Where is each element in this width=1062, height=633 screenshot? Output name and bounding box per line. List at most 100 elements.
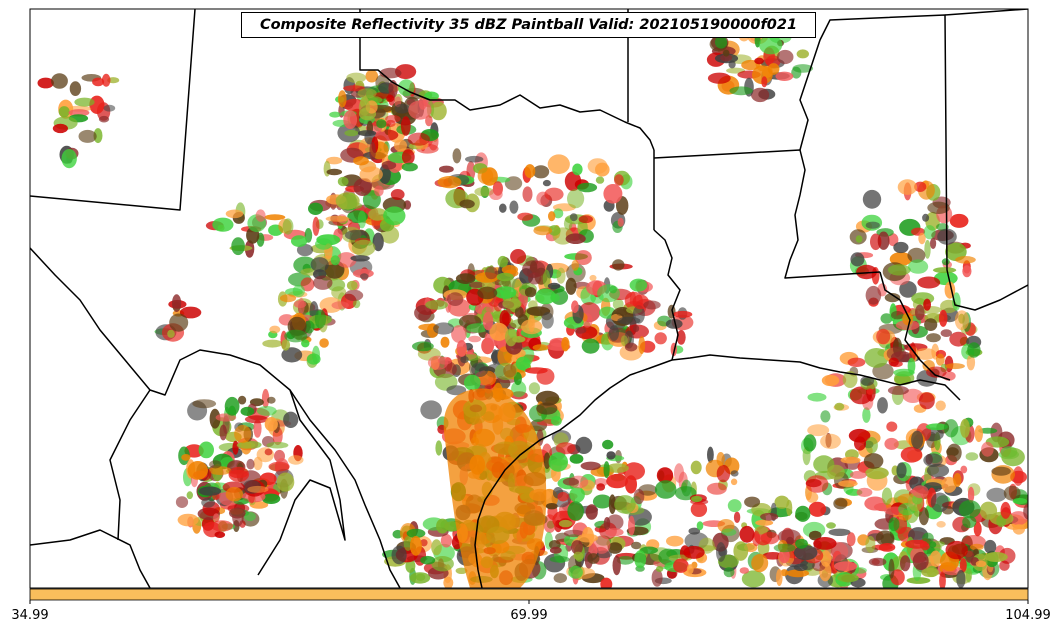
reflectivity-blob <box>93 128 103 144</box>
colorbar-tick-label-min: 34.99 <box>11 608 49 623</box>
reflectivity-blob <box>571 259 579 271</box>
reflectivity-blob <box>751 87 770 103</box>
reflectivity-blob <box>514 306 524 319</box>
reflectivity-blob <box>357 130 377 137</box>
reflectivity-blob <box>923 298 931 311</box>
reflectivity-blob <box>716 542 726 562</box>
reflectivity-blob <box>496 272 514 282</box>
reflectivity-blob <box>956 570 966 588</box>
reflectivity-blob <box>234 424 252 444</box>
reflectivity-blob <box>451 325 467 343</box>
reflectivity-blob <box>981 441 994 457</box>
reflectivity-blob <box>865 221 880 229</box>
reflectivity-blob <box>602 439 614 450</box>
reflectivity-blob <box>225 209 244 219</box>
reflectivity-blob <box>939 571 946 588</box>
reflectivity-blob <box>633 325 640 332</box>
reflectivity-blob <box>691 495 703 503</box>
reflectivity-blob <box>229 469 248 479</box>
reflectivity-blob <box>352 299 361 309</box>
reflectivity-blob <box>536 402 558 415</box>
reflectivity-blob <box>312 216 320 236</box>
reflectivity-blob <box>169 313 189 332</box>
reflectivity-blob <box>557 491 569 502</box>
reflectivity-blob <box>535 288 556 305</box>
reflectivity-blob <box>568 565 583 579</box>
reflectivity-blob <box>967 342 981 358</box>
reflectivity-blob <box>634 550 647 569</box>
reflectivity-blob <box>407 132 430 146</box>
reflectivity-blob <box>847 357 866 367</box>
reflectivity-blob <box>253 456 263 471</box>
reflectivity-blob <box>846 532 856 547</box>
reflectivity-blob <box>589 274 597 282</box>
reflectivity-blob <box>760 512 779 521</box>
reflectivity-blob <box>865 437 878 454</box>
reflectivity-blob <box>567 501 584 521</box>
reflectivity-blob <box>805 479 822 488</box>
reflectivity-blob <box>357 88 377 99</box>
reflectivity-blob <box>887 385 909 395</box>
reflectivity-blob <box>247 485 269 493</box>
reflectivity-blob <box>880 313 893 324</box>
reflectivity-blob <box>465 155 484 163</box>
reflectivity-blob <box>440 336 450 348</box>
reflectivity-blob <box>69 81 82 96</box>
reflectivity-blob <box>739 525 755 543</box>
reflectivity-blob <box>210 520 234 532</box>
reflectivity-blob <box>923 225 936 240</box>
reflectivity-blob <box>696 521 704 531</box>
reflectivity-blob <box>420 555 436 565</box>
reflectivity-blob <box>767 63 780 75</box>
reflectivity-blob <box>344 129 359 137</box>
reflectivity-blob <box>965 452 979 461</box>
reflectivity-blob <box>549 546 562 554</box>
reflectivity-blob <box>887 264 911 276</box>
reflectivity-blob <box>343 110 358 129</box>
reflectivity-blob <box>786 499 793 516</box>
reflectivity-blob <box>833 497 848 510</box>
reflectivity-blob <box>541 312 554 329</box>
reflectivity-blob <box>61 149 77 169</box>
reflectivity-blob <box>838 480 858 487</box>
reflectivity-blob <box>887 233 899 247</box>
reflectivity-blob <box>376 119 387 129</box>
reflectivity-blob <box>984 539 997 554</box>
reflectivity-blob <box>820 550 832 567</box>
reflectivity-blob <box>690 501 708 517</box>
reflectivity-blob <box>547 282 561 290</box>
reflectivity-blob <box>667 304 676 319</box>
reflectivity-blob <box>474 187 495 197</box>
reflectivity-blob <box>420 539 428 547</box>
reflectivity-blob <box>793 545 818 561</box>
reflectivity-blob <box>412 341 434 352</box>
reflectivity-blob <box>335 192 360 210</box>
reflectivity-blob <box>281 347 303 363</box>
reflectivity-blob <box>581 338 600 354</box>
reflectivity-blob <box>616 555 635 565</box>
reflectivity-blob <box>729 86 753 96</box>
reflectivity-blob <box>326 168 343 176</box>
reflectivity-blob <box>852 567 867 574</box>
reflectivity-blob <box>436 518 449 534</box>
reflectivity-blob <box>979 501 998 520</box>
reflectivity-blob <box>897 179 918 195</box>
reflectivity-blob <box>533 226 553 236</box>
state-border-west-texas <box>30 247 401 588</box>
reflectivity-blob <box>198 486 222 496</box>
reflectivity-blob <box>984 552 1008 562</box>
reflectivity-blob <box>291 235 308 247</box>
reflectivity-blob <box>365 69 379 83</box>
reflectivity-blob <box>849 470 867 479</box>
reflectivity-blob <box>940 329 952 337</box>
reflectivity-blob <box>213 513 220 523</box>
reflectivity-blob <box>264 448 273 456</box>
reflectivity-blob <box>612 555 621 576</box>
reflectivity-blob <box>875 530 895 546</box>
reflectivity-blob <box>569 454 584 464</box>
reflectivity-blob <box>865 467 889 480</box>
reflectivity-blob <box>282 218 294 235</box>
reflectivity-blob <box>455 567 468 574</box>
reflectivity-blob <box>372 232 384 252</box>
reflectivity-blob <box>938 309 948 327</box>
